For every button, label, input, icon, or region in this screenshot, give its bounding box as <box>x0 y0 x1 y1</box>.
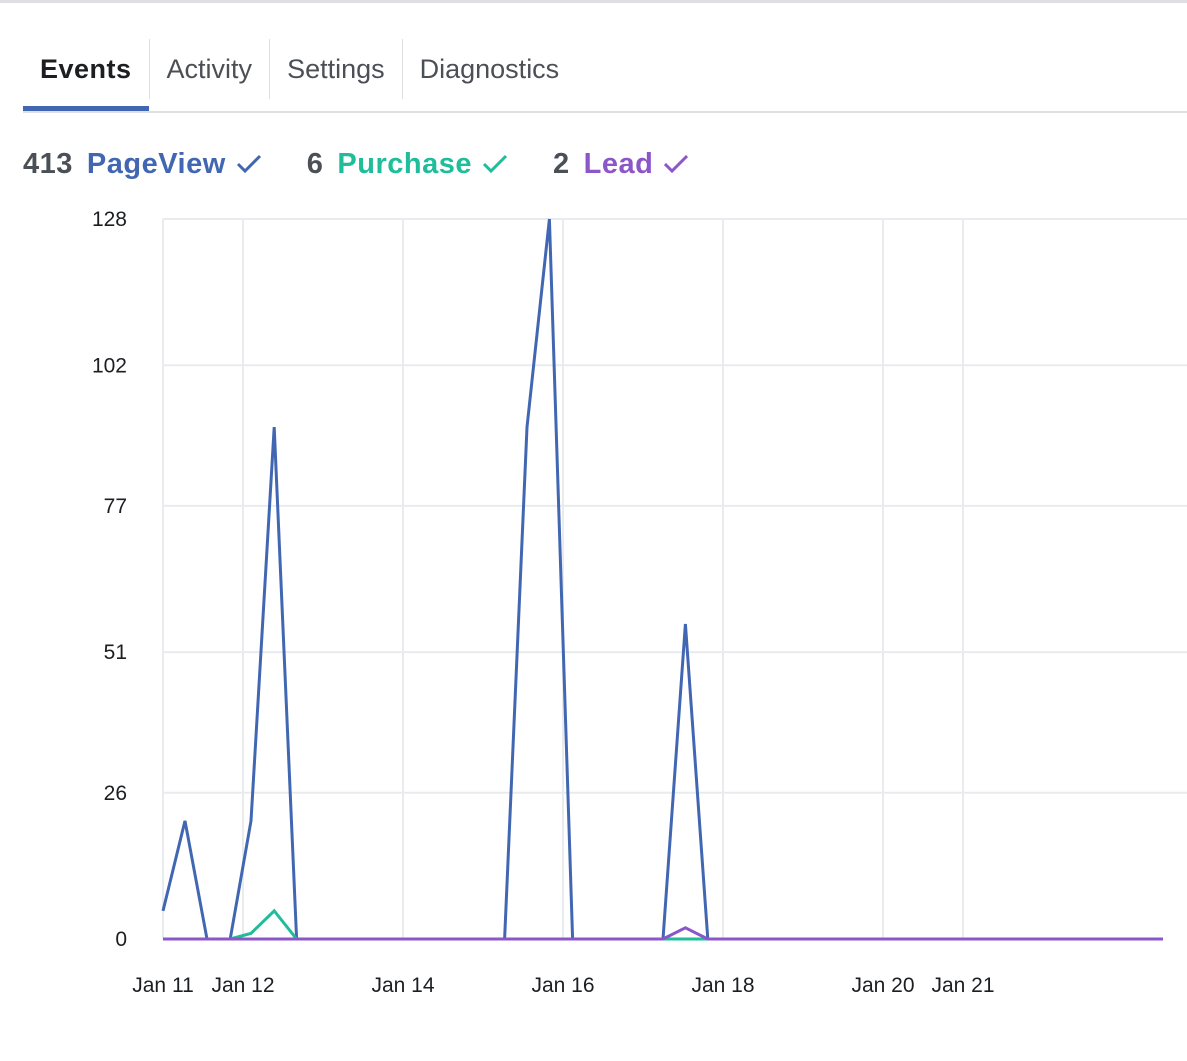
tab-events-label: Events <box>40 53 132 84</box>
x-tick-label: Jan 16 <box>531 974 594 997</box>
legend-lead[interactable]: 2 Lead <box>553 148 689 181</box>
y-tick-label: 77 <box>104 495 127 518</box>
x-tick-label: Jan 21 <box>931 974 994 997</box>
tab-diagnostics-label: Diagnostics <box>419 53 560 84</box>
legend-purchase-label: Purchase <box>337 147 472 180</box>
y-tick-label: 26 <box>104 782 127 805</box>
tab-activity[interactable]: Activity <box>150 26 270 112</box>
check-icon <box>664 154 689 174</box>
legend-pageview-label: PageView <box>86 147 226 180</box>
legend-pageview[interactable]: 413 PageView <box>23 148 262 181</box>
y-tick-label: 51 <box>104 641 127 664</box>
legend-purchase[interactable]: 6 Purchase <box>307 148 508 181</box>
check-icon <box>236 154 261 174</box>
x-tick-label: Jan 14 <box>371 974 434 997</box>
x-tick-label: Jan 11 <box>132 974 194 997</box>
tab-settings-label: Settings <box>287 53 385 84</box>
x-tick-label: Jan 12 <box>211 974 274 997</box>
legend-purchase-count: 6 <box>306 147 324 180</box>
tab-divider <box>148 39 150 99</box>
y-tick-label: 102 <box>92 354 127 377</box>
tab-activity-label: Activity <box>166 53 253 84</box>
check-icon <box>482 154 508 174</box>
series-line-pageview <box>161 218 1163 941</box>
legend-lead-label: Lead <box>583 147 654 180</box>
tab-diagnostics[interactable]: Diagnostics <box>403 26 577 112</box>
x-tick-label: Jan 20 <box>851 974 914 997</box>
legend-pageview-count: 413 <box>23 147 73 180</box>
y-tick-label: 0 <box>115 928 127 951</box>
tab-bar: Events Activity Settings Diagnostics <box>23 26 576 112</box>
top-border <box>0 0 1187 3</box>
tab-settings[interactable]: Settings <box>270 26 402 112</box>
tab-divider <box>269 39 271 99</box>
tab-events[interactable]: Events <box>23 26 149 112</box>
event-legend: 413 PageView 6 Purchase 2 Lead <box>23 142 734 186</box>
series-line-lead <box>163 926 1163 941</box>
y-tick-label: 128 <box>92 208 127 231</box>
legend-lead-count: 2 <box>553 147 570 180</box>
events-line-chart: 0 26 51 77 102 128 Jan 11 Jan 12 Jan 14 Jan 16 Jan… <box>92 208 1187 997</box>
x-tick-label: Jan 18 <box>691 974 754 997</box>
tab-divider <box>401 39 403 99</box>
tabs-divider-line <box>23 111 1187 113</box>
